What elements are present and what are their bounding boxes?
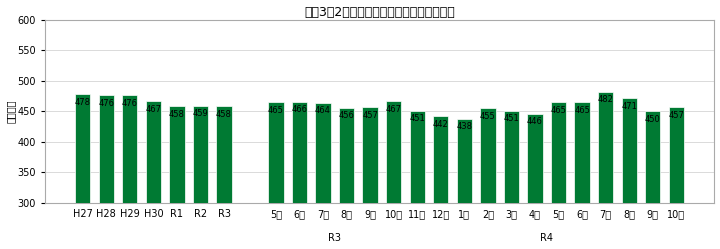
- Text: R4: R4: [540, 234, 553, 244]
- Title: （図3－2）非労働力人口の推移【沖縄県】: （図3－2）非労働力人口の推移【沖縄県】: [304, 5, 455, 19]
- Bar: [339, 108, 354, 203]
- Bar: [362, 107, 378, 203]
- Text: 457: 457: [668, 111, 684, 120]
- Text: 451: 451: [410, 114, 425, 123]
- Bar: [122, 95, 138, 203]
- Text: 482: 482: [598, 95, 613, 104]
- Text: 450: 450: [645, 115, 661, 124]
- Bar: [217, 106, 232, 203]
- Text: 467: 467: [145, 105, 161, 114]
- Bar: [621, 99, 637, 203]
- Bar: [456, 119, 472, 203]
- Text: 476: 476: [122, 99, 138, 108]
- Bar: [598, 92, 613, 203]
- Bar: [410, 111, 425, 203]
- Text: 442: 442: [433, 120, 449, 129]
- Text: 471: 471: [621, 102, 637, 111]
- Text: 464: 464: [315, 106, 331, 116]
- Bar: [292, 102, 307, 203]
- Bar: [551, 102, 566, 203]
- Bar: [75, 94, 90, 203]
- Text: 465: 465: [268, 106, 284, 115]
- Bar: [433, 116, 449, 203]
- Y-axis label: （千人）: （千人）: [6, 100, 16, 123]
- Bar: [504, 111, 519, 203]
- Bar: [193, 106, 208, 203]
- Text: 457: 457: [362, 111, 378, 120]
- Text: 446: 446: [527, 118, 543, 126]
- Bar: [645, 111, 660, 203]
- Text: R3: R3: [328, 234, 341, 244]
- Text: 476: 476: [98, 99, 114, 108]
- Text: 455: 455: [480, 112, 496, 121]
- Text: 459: 459: [193, 110, 208, 119]
- Text: 465: 465: [551, 106, 567, 115]
- Text: 465: 465: [574, 106, 590, 115]
- Bar: [669, 107, 684, 203]
- Bar: [269, 102, 284, 203]
- Text: 451: 451: [503, 114, 519, 123]
- Text: 438: 438: [456, 122, 472, 131]
- Text: 478: 478: [75, 98, 91, 107]
- Text: 458: 458: [216, 110, 232, 119]
- Text: 458: 458: [169, 110, 185, 119]
- Bar: [145, 101, 161, 203]
- Bar: [575, 102, 590, 203]
- Bar: [480, 108, 495, 203]
- Text: 456: 456: [338, 111, 354, 120]
- Bar: [99, 95, 114, 203]
- Text: 466: 466: [292, 105, 307, 114]
- Bar: [315, 103, 330, 203]
- Bar: [386, 101, 401, 203]
- Bar: [169, 106, 184, 203]
- Text: 467: 467: [386, 105, 402, 114]
- Bar: [527, 114, 543, 203]
